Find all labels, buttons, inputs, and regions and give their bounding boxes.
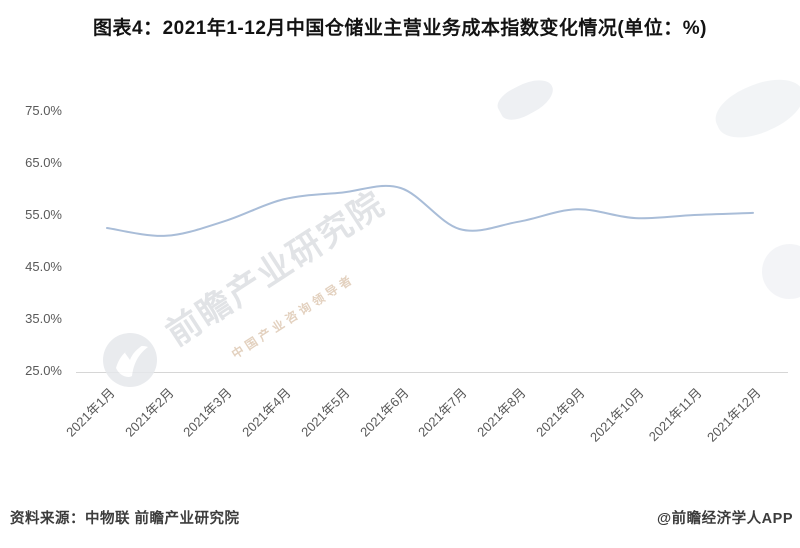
y-axis-tick-label: 55.0% <box>25 207 62 222</box>
footer-credit-text: @前瞻经济学人APP <box>657 511 793 527</box>
y-axis-tick-label: 65.0% <box>25 155 62 170</box>
y-axis: 75.0% 65.0% 55.0% 45.0% 35.0% 25.0% <box>8 0 62 420</box>
footer-source-text: 资料来源：中物联 前瞻产业研究院 <box>10 511 240 527</box>
y-axis-tick-label: 35.0% <box>25 311 62 326</box>
y-axis-tick-label: 25.0% <box>25 363 62 378</box>
watermark-logo-icon <box>103 333 157 387</box>
y-axis-tick-label: 45.0% <box>25 259 62 274</box>
x-axis-line <box>76 372 788 373</box>
y-axis-tick-label: 75.0% <box>25 103 62 118</box>
x-axis: 2021年1月 2021年2月 2021年3月 2021年4月 2021年5月 2021年… <box>63 385 764 445</box>
chart-title: 图表4：2021年1-12月中国仓储业主营业务成本指数变化情况(单位：%) <box>93 18 707 39</box>
